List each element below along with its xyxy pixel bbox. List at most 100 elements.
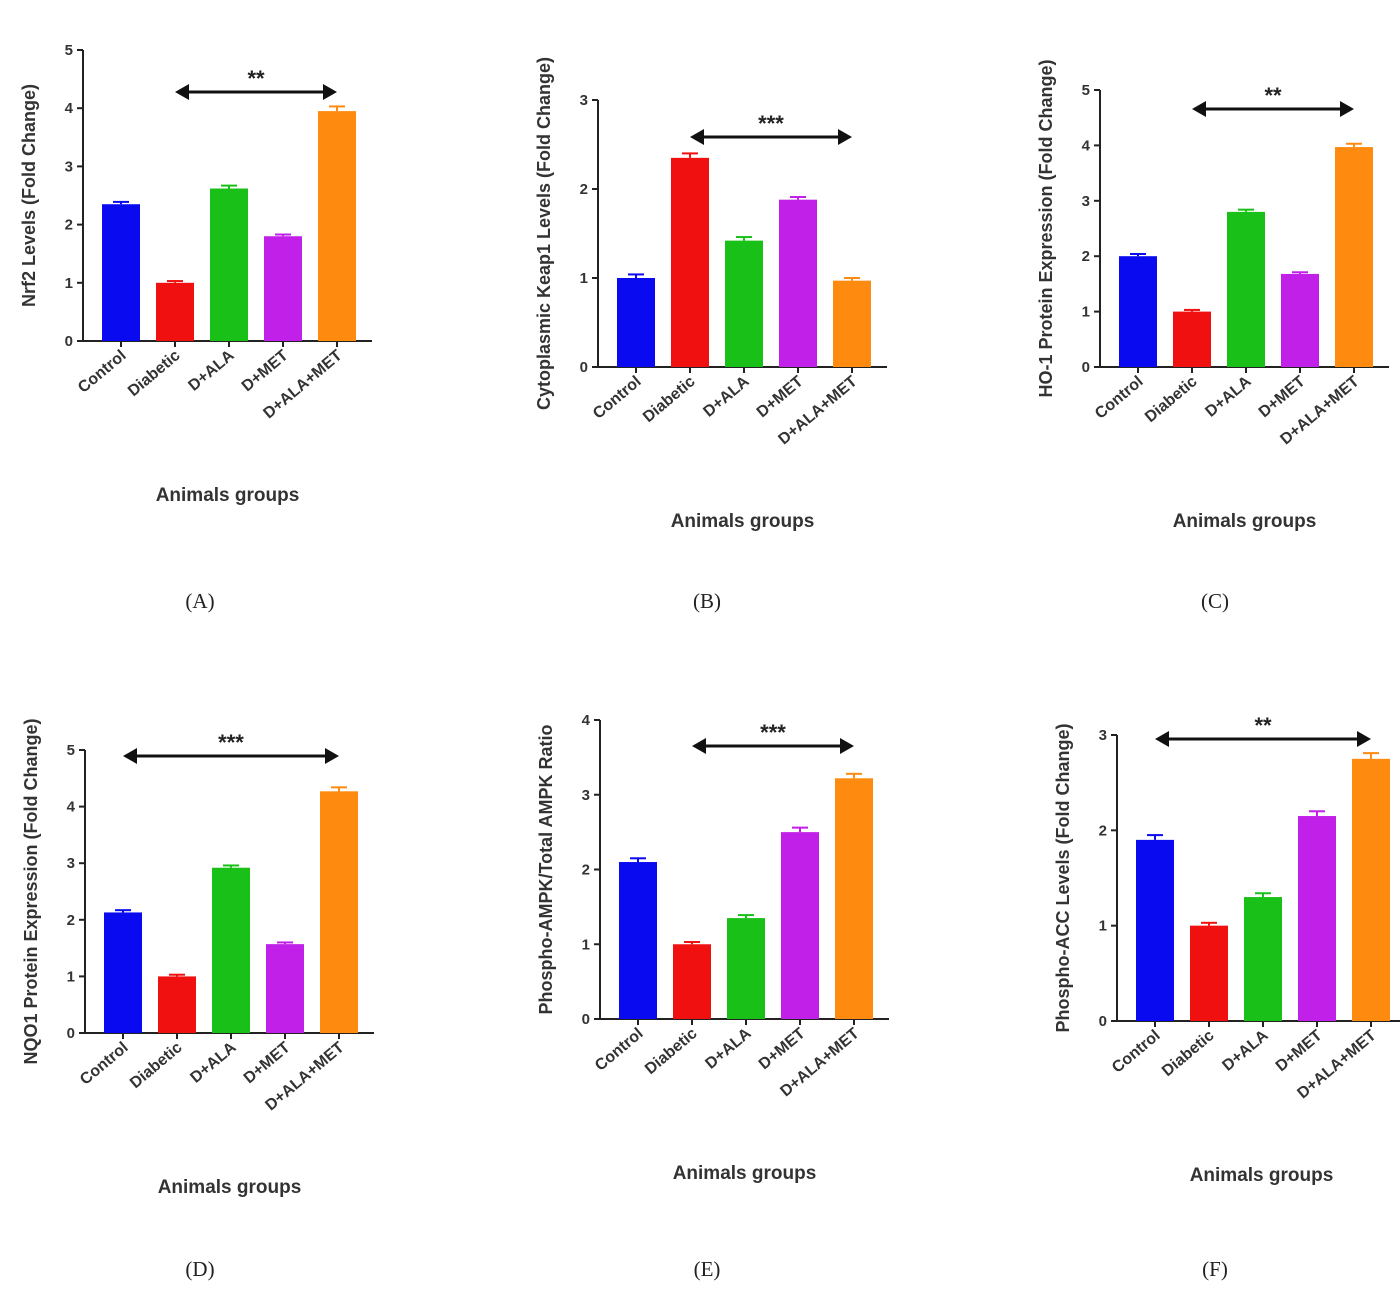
x-tick-label: D+ALA: [700, 373, 752, 421]
x-axis-label: Animals groups: [156, 485, 300, 506]
y-tick-label: 3: [1082, 193, 1090, 210]
bar-D+ALA: [210, 188, 248, 341]
y-tick-label: 0: [65, 333, 73, 350]
y-tick-label: 1: [1082, 304, 1090, 321]
y-tick-label: 3: [67, 855, 75, 872]
panel-label: (E): [694, 1257, 721, 1281]
x-tick-label: D+MET: [241, 1039, 294, 1087]
y-tick-label: 2: [1099, 822, 1107, 839]
y-tick-label: 2: [582, 862, 590, 879]
bar-Control: [104, 912, 142, 1033]
arrow-head-right: [840, 738, 854, 754]
x-tick-label: Control: [77, 1039, 131, 1089]
bar-D+MET: [781, 832, 819, 1019]
bar-D+MET: [264, 236, 302, 341]
bar-Diabetic: [1190, 925, 1228, 1021]
x-tick-label: D+ALA: [702, 1025, 754, 1073]
bar-Control: [102, 204, 140, 341]
bar-D+ALA+MET: [833, 280, 871, 367]
x-tick-label: D+ALA: [1219, 1027, 1271, 1075]
x-axis-label: Animals groups: [1173, 511, 1317, 532]
y-tick-label: 3: [1099, 727, 1107, 744]
panel-label: (B): [693, 589, 721, 613]
arrow-head-right: [1340, 101, 1354, 117]
x-tick-label: Control: [592, 1025, 646, 1075]
x-tick-label: D+MET: [754, 373, 807, 421]
bar-D+ALA: [727, 918, 765, 1019]
x-axis-label: Animals groups: [671, 511, 815, 532]
y-tick-label: 2: [67, 912, 75, 929]
y-tick-label: 5: [1082, 82, 1090, 99]
bar-D+MET: [779, 199, 817, 367]
arrow-head-left: [692, 738, 706, 754]
y-axis-label: Phospho-ACC Levels (Fold Change): [1053, 723, 1073, 1032]
arrow-head-left: [123, 748, 137, 764]
bar-Diabetic: [156, 282, 194, 341]
bar-Control: [617, 278, 655, 367]
bar-Diabetic: [1173, 311, 1211, 367]
panel-label: (C): [1201, 589, 1229, 613]
bar-D+MET: [266, 944, 304, 1033]
panel-label: (F): [1202, 1257, 1228, 1281]
y-tick-label: 0: [1099, 1013, 1107, 1030]
bar-D+ALA+MET: [1335, 147, 1373, 367]
arrow-head-right: [1357, 731, 1371, 747]
x-tick-label: Control: [75, 347, 129, 397]
arrow-head-left: [690, 129, 704, 145]
y-tick-label: 2: [580, 181, 588, 198]
y-tick-label: 1: [67, 968, 75, 985]
significance-label: ***: [758, 111, 784, 136]
arrow-head-right: [323, 84, 337, 100]
bar-D+ALA: [212, 867, 250, 1033]
y-tick-label: 4: [582, 712, 591, 729]
y-axis-label: Phospho-AMPK/Total AMPK Ratio: [536, 725, 556, 1015]
x-tick-label: D+MET: [1256, 373, 1309, 421]
y-tick-label: 5: [67, 742, 75, 759]
arrow-head-left: [1192, 101, 1206, 117]
y-tick-label: 0: [67, 1025, 75, 1042]
x-tick-label: Control: [590, 373, 644, 423]
significance-label: ***: [218, 730, 244, 755]
significance-label: **: [1264, 83, 1282, 108]
x-axis-label: Animals groups: [673, 1163, 817, 1184]
bar-Control: [619, 862, 657, 1019]
y-tick-label: 1: [65, 275, 73, 292]
x-tick-label: Diabetic: [127, 1039, 186, 1092]
y-axis-label: Cytoplasmic Keap1 Levels (Fold Change): [534, 57, 554, 410]
x-tick-label: Diabetic: [1142, 373, 1201, 426]
y-tick-label: 3: [582, 787, 590, 804]
x-axis-label: Animals groups: [158, 1177, 302, 1198]
x-tick-label: Diabetic: [125, 347, 184, 400]
bar-D+MET: [1298, 816, 1336, 1021]
significance-label: **: [1254, 713, 1272, 738]
arrow-head-left: [175, 84, 189, 100]
y-axis-label: Nrf2 Levels (Fold Change): [19, 84, 39, 307]
y-tick-label: 2: [1082, 248, 1090, 265]
y-tick-label: 1: [582, 936, 590, 953]
bar-D+ALA+MET: [1352, 758, 1390, 1021]
y-tick-label: 2: [65, 217, 73, 234]
bar-D+ALA: [1227, 211, 1265, 367]
bar-D+ALA+MET: [320, 791, 358, 1033]
x-tick-label: Control: [1109, 1027, 1163, 1077]
y-tick-label: 3: [65, 158, 73, 175]
x-tick-label: D+MET: [1273, 1027, 1326, 1075]
y-tick-label: 0: [580, 359, 588, 376]
significance-label: **: [247, 66, 265, 91]
bar-Diabetic: [673, 944, 711, 1019]
x-tick-label: Diabetic: [642, 1025, 701, 1078]
arrow-head-right: [838, 129, 852, 145]
x-tick-label: D+ALA: [185, 347, 237, 395]
y-tick-label: 3: [580, 92, 588, 109]
bar-D+MET: [1281, 273, 1319, 367]
x-tick-label: Diabetic: [1159, 1027, 1218, 1080]
x-tick-label: Diabetic: [640, 373, 699, 426]
y-axis-label: NQO1 Protein Expression (Fold Change): [21, 718, 41, 1064]
y-tick-label: 0: [582, 1011, 590, 1028]
bar-Control: [1119, 256, 1157, 367]
bar-D+ALA+MET: [835, 778, 873, 1019]
y-tick-label: 1: [1099, 918, 1107, 935]
